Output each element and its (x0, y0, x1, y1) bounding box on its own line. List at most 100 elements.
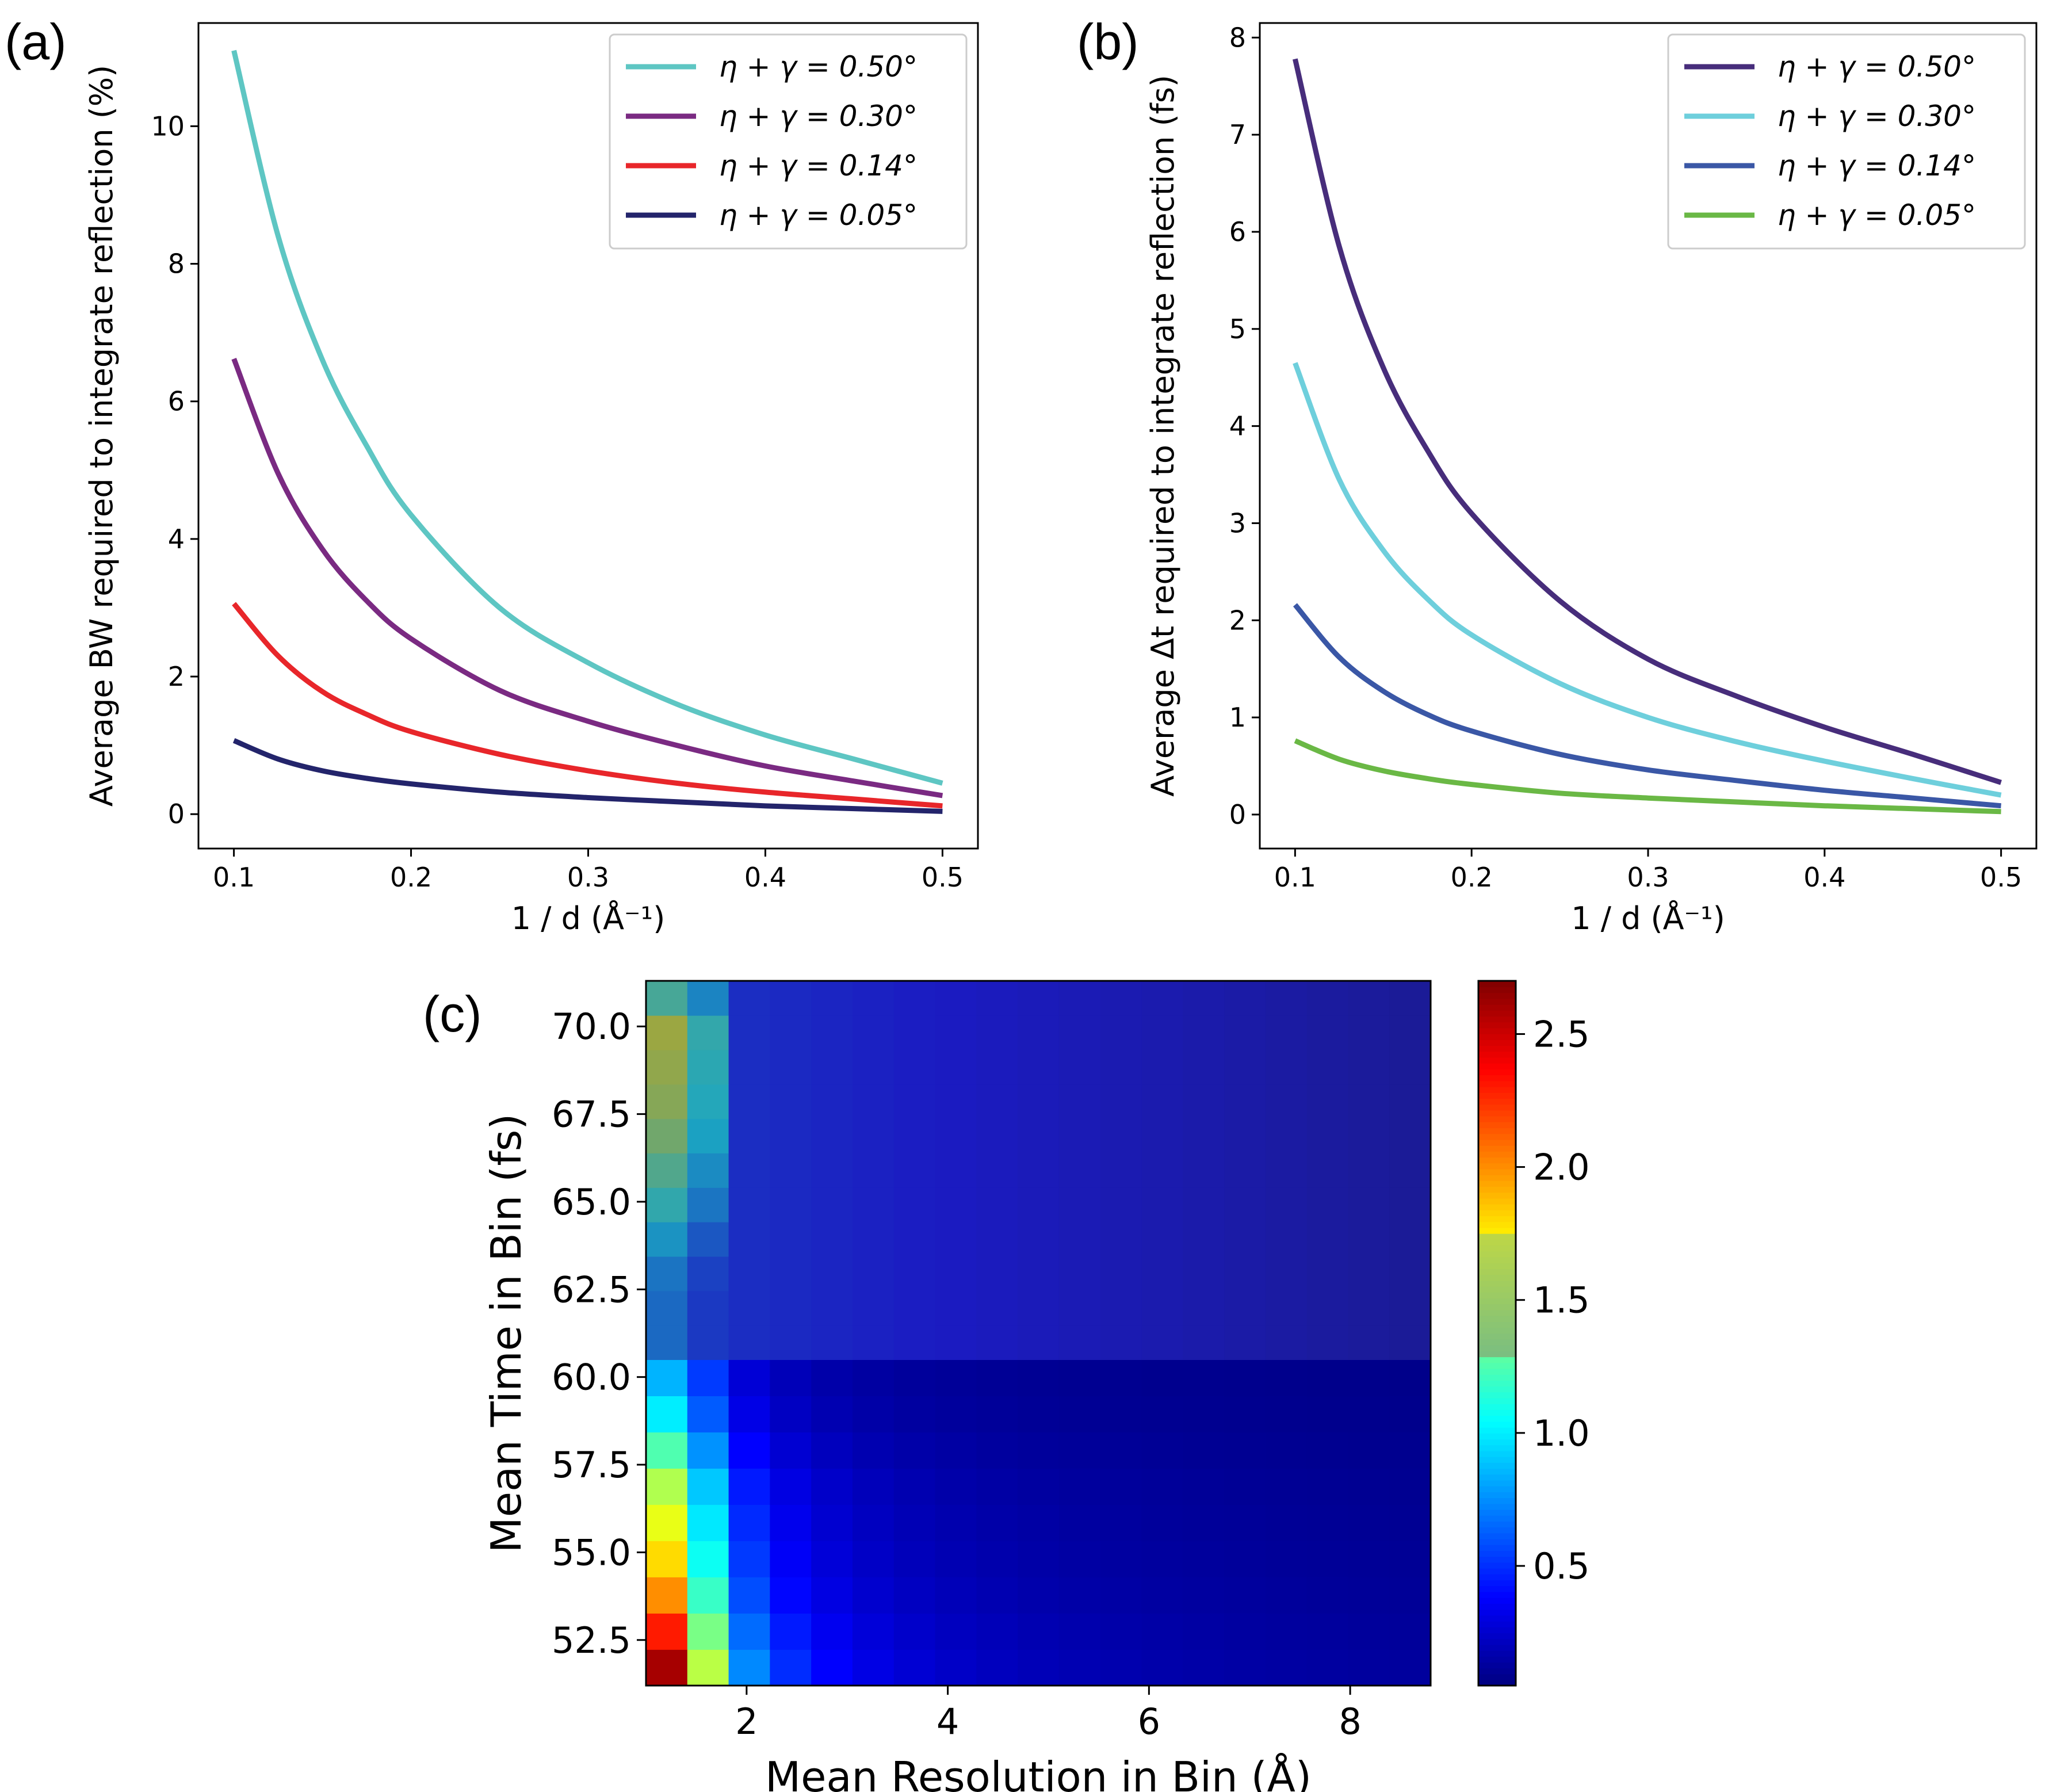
heatmap-cell (1018, 1504, 1060, 1541)
heatmap-cell (646, 1541, 688, 1577)
heatmap-cell (852, 1153, 895, 1188)
x-tick-label: 8 (1339, 1701, 1361, 1743)
series-line-b-1 (1293, 362, 2002, 798)
heatmap-cell (1100, 1049, 1142, 1085)
heatmap-cell (1348, 1256, 1390, 1292)
heatmap-cell (1100, 1153, 1142, 1188)
colorbar-segment (1478, 1580, 1516, 1587)
heatmap-cell (1141, 1221, 1184, 1257)
heatmap-cell (770, 1187, 812, 1222)
heatmap-cell (893, 1359, 936, 1396)
heatmap-cell (811, 1187, 853, 1222)
heatmap-cell (687, 1468, 729, 1505)
heatmap-cell (1018, 1290, 1060, 1326)
colorbar-segment (1478, 1321, 1516, 1328)
heatmap-cell (1224, 1359, 1266, 1396)
heatmap-cell (1183, 981, 1225, 1016)
heatmap-cell (976, 1256, 1018, 1292)
heatmap-cell (687, 1290, 729, 1326)
heatmap-cell (728, 1432, 771, 1469)
colorbar-segment (1478, 1333, 1516, 1340)
heatmap-cell (811, 981, 853, 1016)
panel-label-a: (a) (5, 13, 67, 70)
heatmap-cell (1183, 1649, 1225, 1686)
heatmap-cell (1306, 1577, 1349, 1614)
heatmap-cell (1389, 1084, 1431, 1119)
colorbar-segment (1478, 1485, 1516, 1492)
heatmap-cell (1265, 1432, 1308, 1469)
heatmap-cell (1389, 1015, 1431, 1050)
heatmap-cell (976, 1541, 1018, 1577)
heatmap-cell (935, 1290, 977, 1326)
heatmap-cell (976, 1187, 1018, 1222)
colorbar-segment (1478, 1591, 1516, 1598)
heatmap-cell (811, 1049, 853, 1085)
colorbar-segment (1478, 1157, 1516, 1164)
heatmap-cell (852, 1649, 895, 1686)
colorbar-segment (1478, 1545, 1516, 1552)
heatmap-cell (976, 1396, 1018, 1432)
heatmap-cell (1183, 1541, 1225, 1577)
heatmap-cell (1306, 981, 1349, 1016)
heatmap-cell (1058, 1049, 1101, 1085)
y-axis-label: Average Δt required to integrate reflect… (1145, 75, 1181, 797)
heatmap-cell (687, 1118, 729, 1153)
colorbar-segment (1478, 1251, 1516, 1258)
heatmap-cell (1058, 1256, 1101, 1292)
series-line-a-2 (232, 602, 943, 809)
legend-label: η + γ = 0.14° (719, 149, 918, 182)
colorbar-segment (1478, 1051, 1516, 1058)
heatmap-cell (1389, 1468, 1431, 1505)
heatmap-cell (1348, 1613, 1390, 1650)
colorbar-segment (1478, 1115, 1516, 1122)
heatmap-cell (1224, 1153, 1266, 1188)
heatmap-cell (1141, 1613, 1184, 1650)
heatmap-cell (770, 1118, 812, 1153)
heatmap-cell (1141, 1256, 1184, 1292)
heatmap-cell (1141, 1541, 1184, 1577)
heatmap-cell (1348, 1432, 1390, 1469)
heatmap-cell (1141, 1504, 1184, 1541)
heatmap-cell (1058, 1504, 1101, 1541)
heatmap-cell (1141, 1049, 1184, 1085)
colorbar-segment (1478, 1538, 1516, 1545)
legend-label: η + γ = 0.50° (719, 50, 918, 83)
heatmap-cell (1018, 1084, 1060, 1119)
heatmap-cell (1100, 981, 1142, 1016)
heatmap-cell (1100, 1432, 1142, 1469)
heatmap-cell (1348, 1153, 1390, 1188)
heatmap-cell (687, 1049, 729, 1085)
heatmap-cell (1058, 1577, 1101, 1614)
legend-b: η + γ = 0.50° η + γ = 0.30° η + γ = 0.14° η… (1667, 33, 2026, 250)
heatmap-cell (811, 1359, 853, 1396)
heatmap-cell (893, 1221, 936, 1257)
y-tick-label: 10 (151, 110, 185, 142)
x-tick-label: 0.2 (390, 862, 432, 893)
heatmap-cell (976, 1049, 1018, 1085)
heatmap-cell (935, 1187, 977, 1222)
colorbar-segment (1478, 1198, 1516, 1205)
chart-panel-a: 0.1 0.2 0.3 0.4 0.5 0 2 4 6 8 10 1 / d (Å⁻¹) Average… (83, 22, 979, 937)
heatmap-cell (1265, 1049, 1308, 1085)
heatmap-cell (687, 1541, 729, 1577)
colorbar-segment (1478, 1374, 1516, 1381)
heatmap-cell (1306, 1256, 1349, 1292)
heatmap-cell (1265, 1290, 1308, 1326)
colorbar-segment (1478, 1497, 1516, 1504)
heatmap-cell (935, 1325, 977, 1361)
x-tick-label: 0.3 (1627, 862, 1669, 893)
heatmap-cell (1100, 1084, 1142, 1119)
heatmap-cell (728, 1187, 771, 1222)
y-tick-label: 70.0 (552, 1006, 631, 1048)
heatmap-cell (1265, 1649, 1308, 1686)
heatmap-cell (728, 1153, 771, 1188)
colorbar-segment (1478, 1421, 1516, 1428)
colorbar-segment (1478, 1409, 1516, 1416)
heatmap-cell (1100, 1290, 1142, 1326)
heatmap-cell (1100, 1325, 1142, 1361)
heatmap-cell (893, 1432, 936, 1469)
heatmap-cell (852, 1613, 895, 1650)
heatmap-cell (1389, 1187, 1431, 1222)
heatmap-cell (1265, 1396, 1308, 1432)
